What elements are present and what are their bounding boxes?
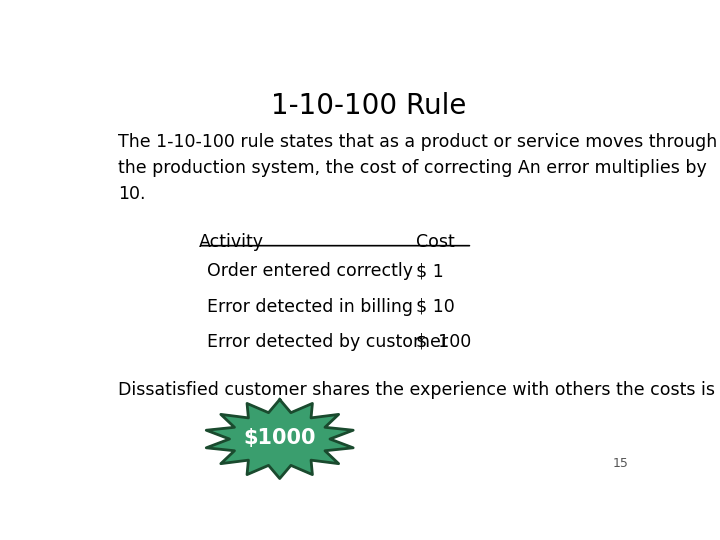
Text: Error detected in billing: Error detected in billing bbox=[207, 298, 413, 316]
Text: $  100: $ 100 bbox=[416, 333, 472, 351]
Text: Order entered correctly: Order entered correctly bbox=[207, 262, 413, 280]
Text: 15: 15 bbox=[613, 457, 629, 470]
Text: Activity: Activity bbox=[199, 233, 264, 251]
Text: Error detected by customer: Error detected by customer bbox=[207, 333, 449, 351]
Text: The 1-10-100 rule states that as a product or service moves through
the producti: The 1-10-100 rule states that as a produ… bbox=[118, 133, 717, 203]
Text: $ 1: $ 1 bbox=[416, 262, 444, 280]
Text: 1-10-100 Rule: 1-10-100 Rule bbox=[271, 92, 467, 120]
Text: $1000: $1000 bbox=[243, 428, 316, 448]
Text: $ 10: $ 10 bbox=[416, 298, 455, 316]
Text: Cost: Cost bbox=[416, 233, 455, 251]
Polygon shape bbox=[206, 400, 354, 478]
Text: Dissatisfied customer shares the experience with others the costs is: Dissatisfied customer shares the experie… bbox=[118, 381, 715, 399]
